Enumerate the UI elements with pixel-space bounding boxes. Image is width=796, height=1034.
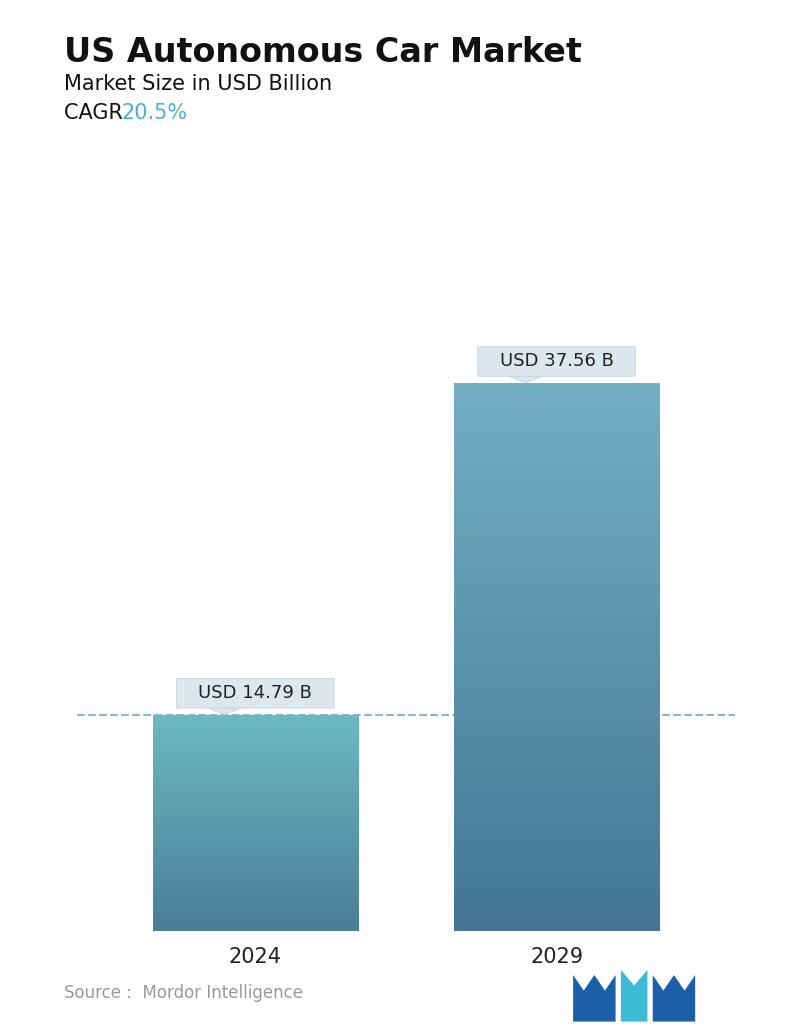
Text: Market Size in USD Billion: Market Size in USD Billion [64,74,332,94]
Text: USD 37.56 B: USD 37.56 B [500,353,614,370]
Text: Source :  Mordor Intelligence: Source : Mordor Intelligence [64,983,302,1002]
Polygon shape [653,975,695,1022]
Polygon shape [621,970,647,1022]
Text: 20.5%: 20.5% [122,103,188,123]
Text: USD 14.79 B: USD 14.79 B [198,685,312,702]
Polygon shape [208,708,242,714]
Text: US Autonomous Car Market: US Autonomous Car Market [64,36,582,69]
FancyBboxPatch shape [478,346,635,376]
Polygon shape [509,376,543,383]
Polygon shape [573,975,615,1022]
FancyBboxPatch shape [177,678,334,708]
Text: CAGR: CAGR [64,103,129,123]
